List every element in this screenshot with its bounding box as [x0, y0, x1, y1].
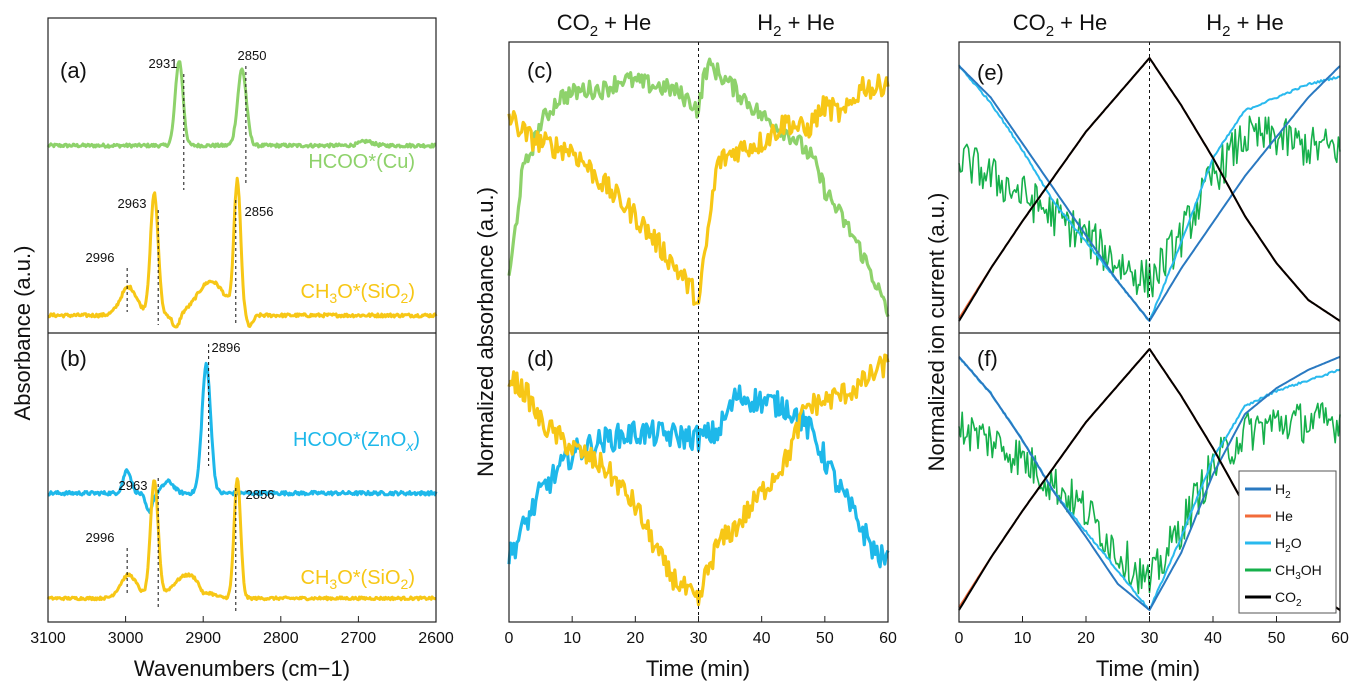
peak-label-2963-b: 2963 [119, 478, 148, 493]
time-mid-tick-label: 60 [879, 630, 897, 647]
header-co2-he-mid: CO2 + He [557, 10, 652, 40]
peak-label-2996-b: 2996 [86, 530, 115, 545]
series-line-d-1 [507, 353, 890, 607]
label-hcoo-znox: HCOO*(ZnOx) [293, 429, 420, 454]
header-h2-he-mid: H2 + He [757, 10, 834, 40]
spectrum-line-b-1 [46, 477, 437, 602]
header-co2-he-right: CO2 + He [1013, 10, 1108, 40]
peak-label-2996-a: 2996 [86, 250, 115, 265]
header-h2-he-right: H2 + He [1206, 10, 1283, 40]
time-right-tick-label: 20 [1077, 630, 1095, 647]
series-line-f-0 [958, 355, 1341, 611]
time-right-tick-label: 30 [1141, 630, 1159, 647]
time-mid-tick-label: 20 [626, 630, 644, 647]
xlabel-time-right: Time (min) [1096, 656, 1200, 681]
frame-ab [47, 17, 437, 623]
xlabel-time-mid: Time (min) [646, 656, 750, 681]
panel-tag-b: (b) [60, 346, 87, 371]
panel-tag-f: (f) [977, 346, 998, 371]
legend-label-He: He [1275, 508, 1293, 524]
time-mid-tick-label: 0 [505, 630, 514, 647]
series-line-f-3 [958, 402, 1341, 595]
peak-label-2963-a: 2963 [118, 196, 147, 211]
wavenumber-tick-label: 2800 [263, 630, 299, 647]
plot-lines [46, 42, 1341, 622]
panel-tag-a: (a) [60, 58, 87, 83]
wavenumber-tick-label: 3100 [30, 630, 66, 647]
series-line-e-4 [958, 57, 1341, 322]
label-ch3o-sio2-a: CH3O*(SiO2) [301, 281, 416, 306]
spectrum-line-b-0 [47, 361, 438, 515]
wavenumber-tick-label: 3000 [108, 630, 144, 647]
peak-label-2856-a: 2856 [245, 204, 274, 219]
panel-tag-d: (d) [527, 346, 554, 371]
time-right-tick-label: 40 [1204, 630, 1222, 647]
panel-tag-c: (c) [527, 58, 553, 83]
panel-tag-e: (e) [977, 60, 1004, 85]
time-right-tick-label: 50 [1268, 630, 1286, 647]
time-mid-tick-label: 10 [563, 630, 581, 647]
time-mid-tick-label: 30 [690, 630, 708, 647]
time-right-tick-label: 60 [1331, 630, 1349, 647]
spectrum-line-a-0 [46, 60, 437, 149]
peak-label-2931: 2931 [149, 56, 178, 71]
time-right-tick-label: 0 [955, 630, 964, 647]
legend-label-CH3OH: CH3OH [1275, 562, 1322, 582]
time-mid-tick-label: 40 [753, 630, 771, 647]
wavenumber-tick-label: 2700 [341, 630, 377, 647]
label-hcoo-cu: HCOO*(Cu) [308, 151, 415, 173]
peak-label-2850: 2850 [238, 48, 267, 63]
series-line-c-0 [507, 57, 890, 318]
ylabel-normalized-absorbance: Normalized absorbance (a.u.) [473, 187, 498, 477]
series-line-e-3 [958, 115, 1341, 298]
xlabel-wavenumbers: Wavenumbers (cm−1) [134, 656, 350, 681]
legend-label-H2: H2 [1275, 481, 1291, 501]
peak-label-2896: 2896 [212, 340, 241, 355]
time-right-tick-label: 10 [1014, 630, 1032, 647]
tick-labels: 3100 3000 2900 2800 2700 2600 0 10 20 30 40 50 60 0 10… [30, 616, 1349, 647]
legend-label-CO2: CO2 [1275, 589, 1302, 609]
peak-label-2856-b: 2856 [246, 487, 275, 502]
ylabel-normalized-ion-current: Normalized ion current (a.u.) [924, 193, 949, 472]
spectrum-line-a-1 [47, 176, 438, 329]
plot-text: CO2 + He H2 + He CO2 + He H2 + He Absorb… [10, 10, 1337, 681]
label-ch3o-sio2-b: CH3O*(SiO2) [301, 567, 416, 592]
legend: H2 He H2O CH3OH CO2 [1238, 470, 1337, 614]
legend-label-H2O: H2O [1275, 535, 1302, 555]
ylabel-absorbance: Absorbance (a.u.) [10, 246, 35, 421]
time-mid-tick-label: 50 [816, 630, 834, 647]
wavenumber-tick-label: 2900 [185, 630, 221, 647]
wavenumber-tick-label: 2600 [418, 630, 454, 647]
